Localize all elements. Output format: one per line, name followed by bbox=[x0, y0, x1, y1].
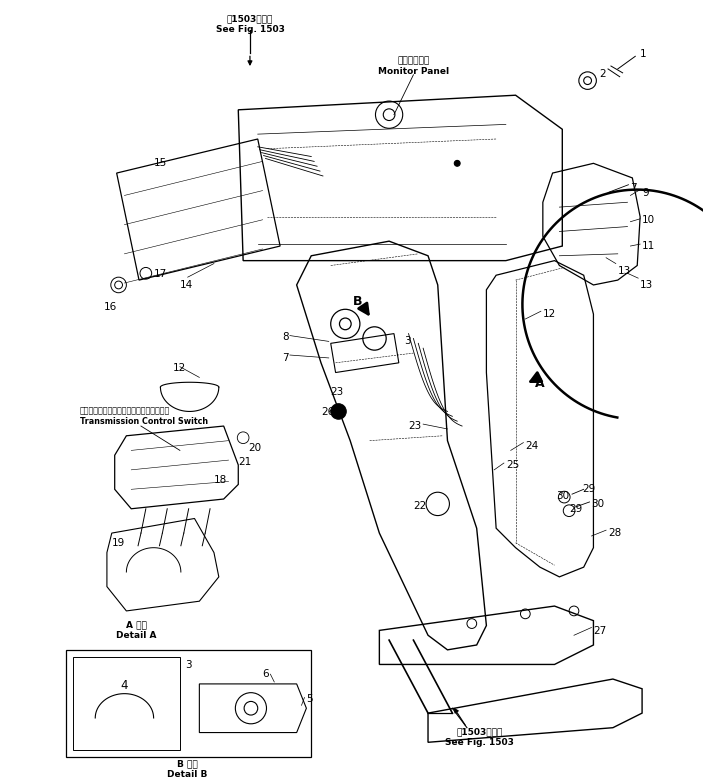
Text: 30: 30 bbox=[556, 491, 570, 501]
Text: モニタパネル
Monitor Panel: モニタパネル Monitor Panel bbox=[378, 56, 449, 76]
Text: 9: 9 bbox=[642, 188, 649, 197]
Text: 8: 8 bbox=[282, 332, 289, 341]
Text: 6: 6 bbox=[262, 669, 270, 680]
Text: 5: 5 bbox=[307, 694, 313, 704]
Text: 11: 11 bbox=[642, 241, 655, 251]
Text: 22: 22 bbox=[414, 501, 426, 511]
Circle shape bbox=[331, 404, 347, 419]
Text: 20: 20 bbox=[248, 442, 261, 453]
Text: A 詳細
Detail A: A 詳細 Detail A bbox=[116, 621, 156, 640]
Text: 27: 27 bbox=[593, 626, 607, 636]
Text: 17: 17 bbox=[153, 269, 167, 280]
Text: 14: 14 bbox=[180, 280, 193, 290]
Text: 23: 23 bbox=[409, 421, 422, 431]
Text: B: B bbox=[353, 294, 363, 308]
Text: 24: 24 bbox=[525, 441, 538, 451]
Text: 13: 13 bbox=[617, 265, 631, 276]
Text: 3: 3 bbox=[404, 336, 410, 345]
Text: 前1503図参照
See Fig. 1503: 前1503図参照 See Fig. 1503 bbox=[445, 727, 514, 747]
Text: 15: 15 bbox=[153, 158, 167, 168]
Text: 19: 19 bbox=[112, 538, 125, 548]
Text: 30: 30 bbox=[592, 499, 605, 509]
Text: 3: 3 bbox=[185, 659, 191, 669]
Text: 23: 23 bbox=[331, 387, 344, 397]
Text: 12: 12 bbox=[543, 309, 556, 319]
Text: 29: 29 bbox=[569, 504, 583, 514]
Text: 7: 7 bbox=[630, 182, 637, 193]
Text: A: A bbox=[535, 377, 545, 391]
Text: 13: 13 bbox=[640, 280, 653, 290]
Text: 29: 29 bbox=[582, 485, 595, 494]
Text: トランスミッションコントロールスイッチ
Transmission Control Switch: トランスミッションコントロールスイッチ Transmission Control… bbox=[80, 406, 207, 426]
Text: 28: 28 bbox=[608, 529, 621, 538]
Text: B 詳細
Detail B: B 詳細 Detail B bbox=[168, 760, 208, 779]
Circle shape bbox=[454, 161, 460, 166]
Text: 16: 16 bbox=[104, 302, 117, 312]
Text: 26: 26 bbox=[321, 406, 334, 417]
Text: 25: 25 bbox=[506, 460, 519, 470]
Text: 18: 18 bbox=[214, 474, 227, 485]
Text: 4: 4 bbox=[120, 679, 128, 692]
Text: 12: 12 bbox=[173, 363, 186, 373]
Text: 7: 7 bbox=[282, 353, 289, 363]
Text: 21: 21 bbox=[238, 457, 252, 467]
Text: 10: 10 bbox=[642, 215, 655, 225]
Text: 前1503図参照
See Fig. 1503: 前1503図参照 See Fig. 1503 bbox=[215, 14, 284, 34]
Text: 2: 2 bbox=[599, 69, 606, 79]
Text: 1: 1 bbox=[640, 49, 647, 60]
